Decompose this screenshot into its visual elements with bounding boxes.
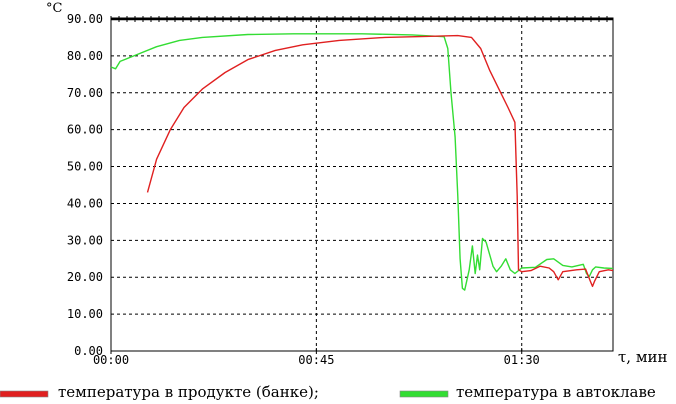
series-line-product — [146, 34, 614, 288]
x-tick-label: 00:00 — [93, 353, 129, 367]
plot-frame — [110, 17, 614, 352]
x-tick-labels: 00:00 00:45 01:30 — [93, 353, 540, 367]
series-layer — [110, 33, 614, 291]
y-tick-label: 40.00 — [67, 196, 103, 210]
x-tick-label: 01:30 — [504, 353, 540, 367]
x-axis-label: τ, мин — [618, 348, 668, 366]
legend-swatch — [0, 390, 49, 398]
y-unit-label: °C — [46, 1, 63, 16]
y-tick-label: 20.00 — [67, 270, 103, 284]
legend-swatch — [399, 390, 449, 398]
legend: температура в продукте (банке); температу… — [0, 383, 656, 401]
legend-label: температура в автоклаве — [456, 383, 656, 401]
y-tick-label: 30.00 — [67, 233, 103, 247]
series-line-autoclave — [110, 33, 614, 291]
x-tick-label: 00:45 — [298, 353, 334, 367]
y-tick-label: 60.00 — [67, 123, 103, 137]
y-tick-label: 80.00 — [67, 49, 103, 63]
y-tick-label: 10.00 — [67, 307, 103, 321]
grid-lines — [111, 19, 613, 351]
legend-label: температура в продукте (банке); — [58, 383, 319, 401]
y-tick-label: 90.00 — [67, 12, 103, 26]
y-tick-label: 50.00 — [67, 160, 103, 174]
top-ticks — [110, 16, 608, 354]
y-tick-labels: 0.00 10.00 20.00 30.00 40.00 50.00 60.00 70.00 8… — [67, 12, 103, 358]
y-tick-label: 70.00 — [67, 86, 103, 100]
y-tick-label: 0.00 — [74, 344, 103, 358]
